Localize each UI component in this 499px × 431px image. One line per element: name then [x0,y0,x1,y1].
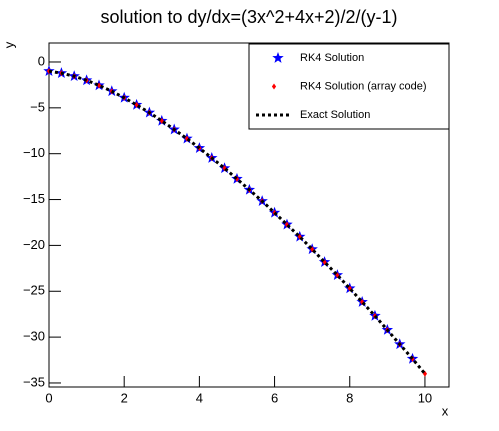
x-axis-label: x [442,403,449,418]
y-tick-label: −35 [23,374,45,389]
diamond-marker [372,312,378,319]
x-tick-label: 8 [346,390,353,405]
y-tick-label: −5 [30,99,45,114]
x-tick-label: 6 [271,390,278,405]
y-axis-label: y [1,41,16,48]
chart-title: solution to dy/dx=(3x^2+4x+2)/2/(y-1) [100,7,397,27]
x-tick-label: 0 [45,390,52,405]
diamond-marker [335,272,340,279]
diamond-marker [410,355,415,362]
diamond-marker [96,82,102,89]
diamond-marker [422,370,428,377]
legend-label: RK4 Solution [300,52,364,64]
legend-star [272,52,284,63]
y-tick-label: −15 [23,191,45,206]
diamond-marker [284,221,290,228]
legend-diamond [271,83,277,90]
plot-frame [48,42,450,388]
legend-label: Exact Solution [300,109,370,121]
legend-label: RK4 Solution (array code) [300,80,427,92]
y-tick-label: −20 [23,237,45,252]
exact-line [48,69,427,375]
y-tick-label: −25 [23,283,45,298]
x-tick-label: 10 [418,390,432,405]
y-tick-label: −10 [23,145,45,160]
x-tick-label: 4 [196,390,203,405]
y-tick-label: −30 [23,329,45,344]
y-tick-label: 0 [38,53,45,68]
x-tick-label: 2 [121,390,128,405]
